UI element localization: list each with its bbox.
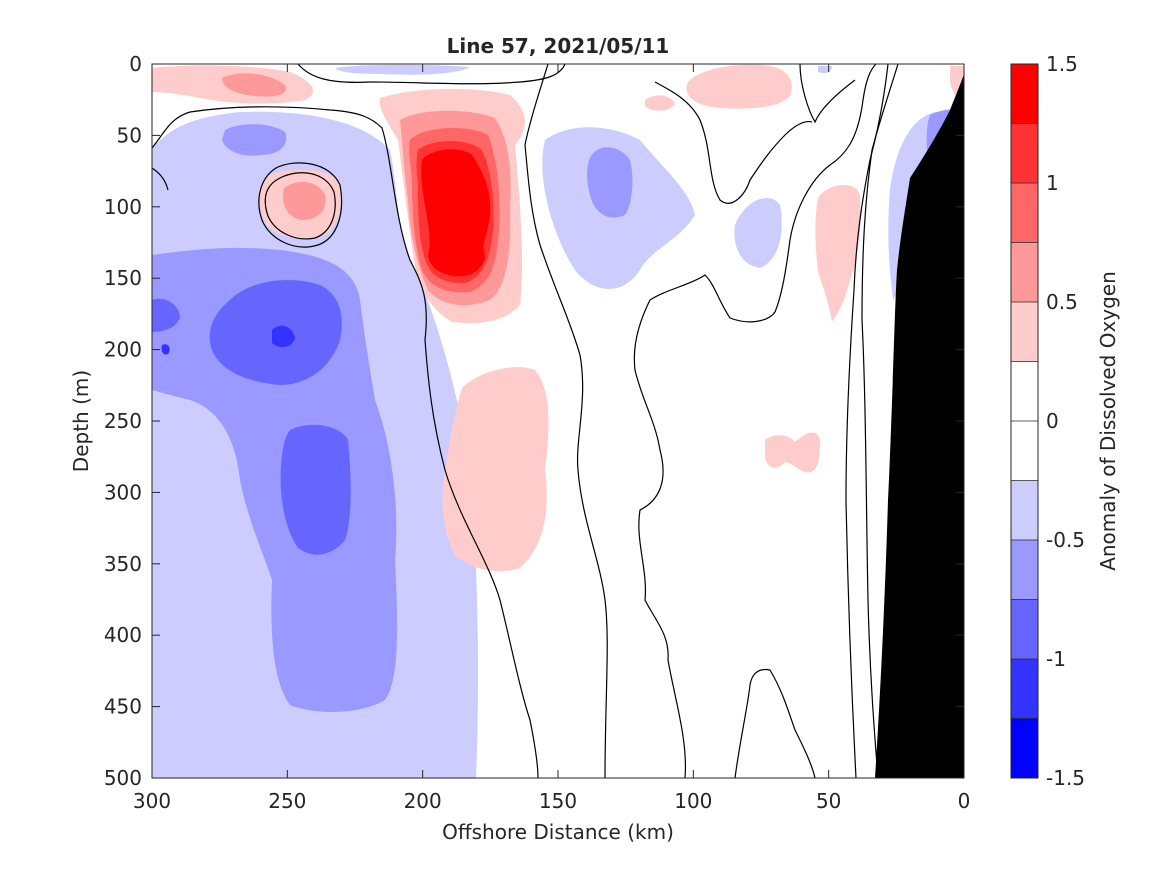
y-tick-label: 500 [104,766,142,790]
colorbar: 1.5 1 0.5 0 -0.5 -1 -1.5 [1010,52,1085,790]
x-tick-label: 150 [539,789,577,813]
y-tick-label: 350 [104,552,142,576]
y-tick-label: 400 [104,623,142,647]
colorbar-tick-label: -1 [1046,647,1066,671]
y-tick-label: 50 [117,123,142,147]
colorbar-swatch [1011,659,1038,719]
contour-level-pos-0.25 [765,432,820,473]
y-tick-label: 450 [104,695,142,719]
contour-level-neg-0.5 [152,247,398,712]
colorbar-tick-label: -1.5 [1046,766,1085,790]
contour-level-neg-0.5 [222,124,287,156]
x-axis: 300 250 200 150 100 50 0 [133,64,970,813]
contour-level-neg-0.75 [152,298,180,332]
x-axis-label: Offshore Distance (km) [442,820,674,844]
bathymetry-seafloor [875,74,964,778]
y-axis-label: Depth (m) [69,370,93,472]
colorbar-tick-label: 0.5 [1046,290,1078,314]
y-tick-label: 100 [104,195,142,219]
y-tick-label: 300 [104,480,142,504]
colorbar-tick-label: 1.5 [1046,52,1078,76]
contour-level-pos-0.25 [645,95,675,111]
colorbar-swatch [1011,361,1038,421]
y-tick-label: 0 [129,52,142,76]
contour-level-pos-0.25 [442,367,549,572]
contour-fields [152,64,964,778]
x-tick-label: 50 [816,789,841,813]
x-tick-label: 300 [133,789,171,813]
x-tick-label: 250 [268,789,306,813]
y-axis: 0 50 100 150 200 250 300 350 400 450 500 [104,52,964,790]
contour-level-neg-1.0 [161,344,170,355]
contour-level-neg-0.25 [734,197,782,268]
colorbar-swatch [1011,599,1038,659]
chart-title: Line 57, 2021/05/11 [447,34,670,58]
colorbar-swatch [1011,123,1038,183]
contour-lines [152,64,899,778]
colorbar-tick-label: 1 [1046,171,1059,195]
colorbar-label: Anomaly of Dissolved Oxygen [1096,271,1120,571]
colorbar-swatch [1011,540,1038,600]
colorbar-swatch [1011,480,1038,540]
contour-level-neg-1.0 [272,325,295,348]
contour-level-neg-0.25 [335,64,470,75]
contour-level-neg-0.75 [280,424,351,555]
contour-level-pos-0.5 [282,181,326,220]
x-tick-label: 200 [404,789,442,813]
colorbar-tick-label: 0 [1046,409,1059,433]
colorbar-swatch [1011,183,1038,243]
y-tick-label: 200 [104,338,142,362]
contour-level-pos-0.5 [222,73,286,97]
contour-level-pos-0.25 [815,184,861,322]
colorbar-tick-label: -0.5 [1046,528,1085,552]
contour-level-pos-1.25 [421,149,491,277]
x-tick-label: 0 [958,789,971,813]
x-tick-label: 100 [674,789,712,813]
contour-level-neg-0.5 [587,147,633,218]
y-tick-label: 150 [104,266,142,290]
contour-level-pos-0.25 [686,64,792,109]
colorbar-swatch [1011,242,1038,302]
y-tick-label: 250 [104,409,142,433]
colorbar-swatch [1011,302,1038,362]
colorbar-swatch [1011,64,1038,124]
colorbar-swatch [1011,421,1038,481]
colorbar-swatch [1011,718,1038,778]
